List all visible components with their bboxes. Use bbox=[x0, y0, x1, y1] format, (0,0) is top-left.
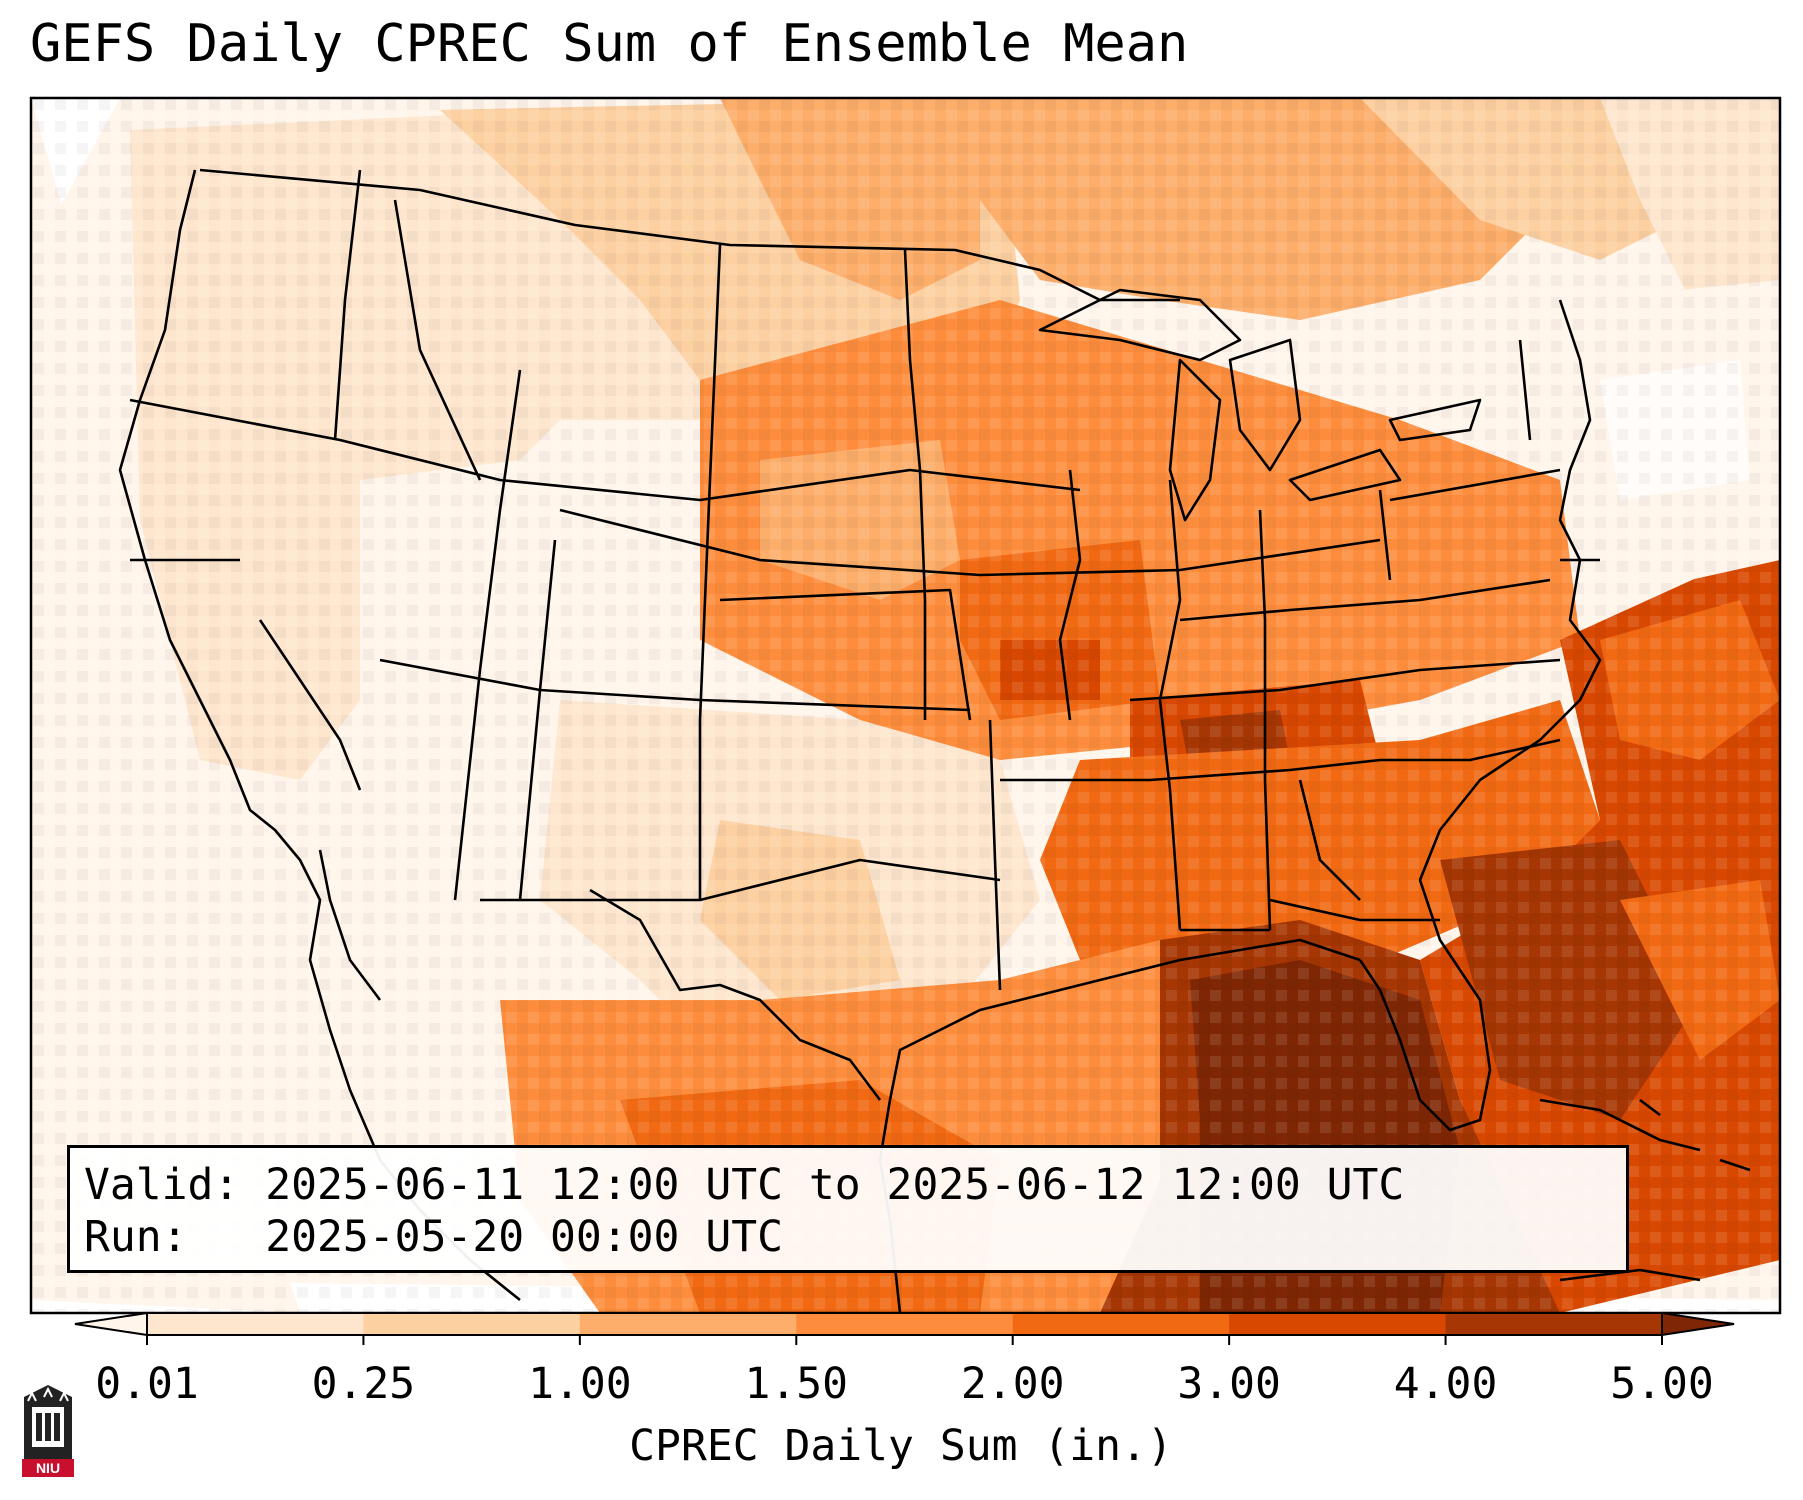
colorbar-tick-label: 5.00 bbox=[1610, 1359, 1714, 1409]
colorbar-segment bbox=[147, 1313, 364, 1335]
colorbar-segment bbox=[363, 1313, 581, 1335]
colorbar-segment bbox=[1012, 1313, 1230, 1335]
precip-field bbox=[31, 98, 1780, 1313]
map-title: GEFS Daily CPREC Sum of Ensemble Mean bbox=[30, 14, 1189, 74]
colorbar-extend-max bbox=[1661, 1311, 1735, 1337]
colorbar-segment bbox=[579, 1313, 797, 1335]
colorbar-tick-label: 0.01 bbox=[95, 1359, 199, 1409]
colorbar-tick-label: 4.00 bbox=[1393, 1359, 1498, 1409]
valid-value: 2025-06-11 12:00 UTC to 2025-06-12 12:00… bbox=[265, 1160, 1405, 1210]
run-value: 2025-05-20 00:00 UTC bbox=[265, 1212, 783, 1262]
colorbar-tick-label: 1.00 bbox=[528, 1359, 632, 1409]
info-box: Valid: 2025-06-11 12:00 UTC to 2025-06-1… bbox=[67, 1145, 1629, 1273]
colorbar-segment bbox=[796, 1313, 1014, 1335]
run-label: Run: bbox=[84, 1212, 188, 1262]
logo-text: NIU bbox=[36, 1460, 60, 1476]
colorbar-tick-label: 3.00 bbox=[1177, 1359, 1281, 1409]
valid-time: Valid: 2025-06-11 12:00 UTC to 2025-06-1… bbox=[84, 1164, 1404, 1207]
colorbar-label: CPREC Daily Sum (in.) bbox=[629, 1421, 1173, 1471]
colorbar-tick-label: 2.00 bbox=[960, 1359, 1065, 1409]
colorbar-tick-label: 0.25 bbox=[311, 1359, 416, 1409]
colorbar-tick-label: 1.50 bbox=[744, 1359, 849, 1409]
valid-label: Valid: bbox=[84, 1160, 240, 1210]
run-time: Run: 2025-05-20 00:00 UTC bbox=[84, 1216, 783, 1259]
colorbar-segment bbox=[1229, 1313, 1447, 1335]
colorbar-extend-min bbox=[74, 1311, 148, 1337]
colorbar-segment bbox=[1445, 1313, 1663, 1335]
colorbar-outline bbox=[146, 1312, 1663, 1336]
niu-logo: NIU bbox=[22, 1385, 74, 1477]
